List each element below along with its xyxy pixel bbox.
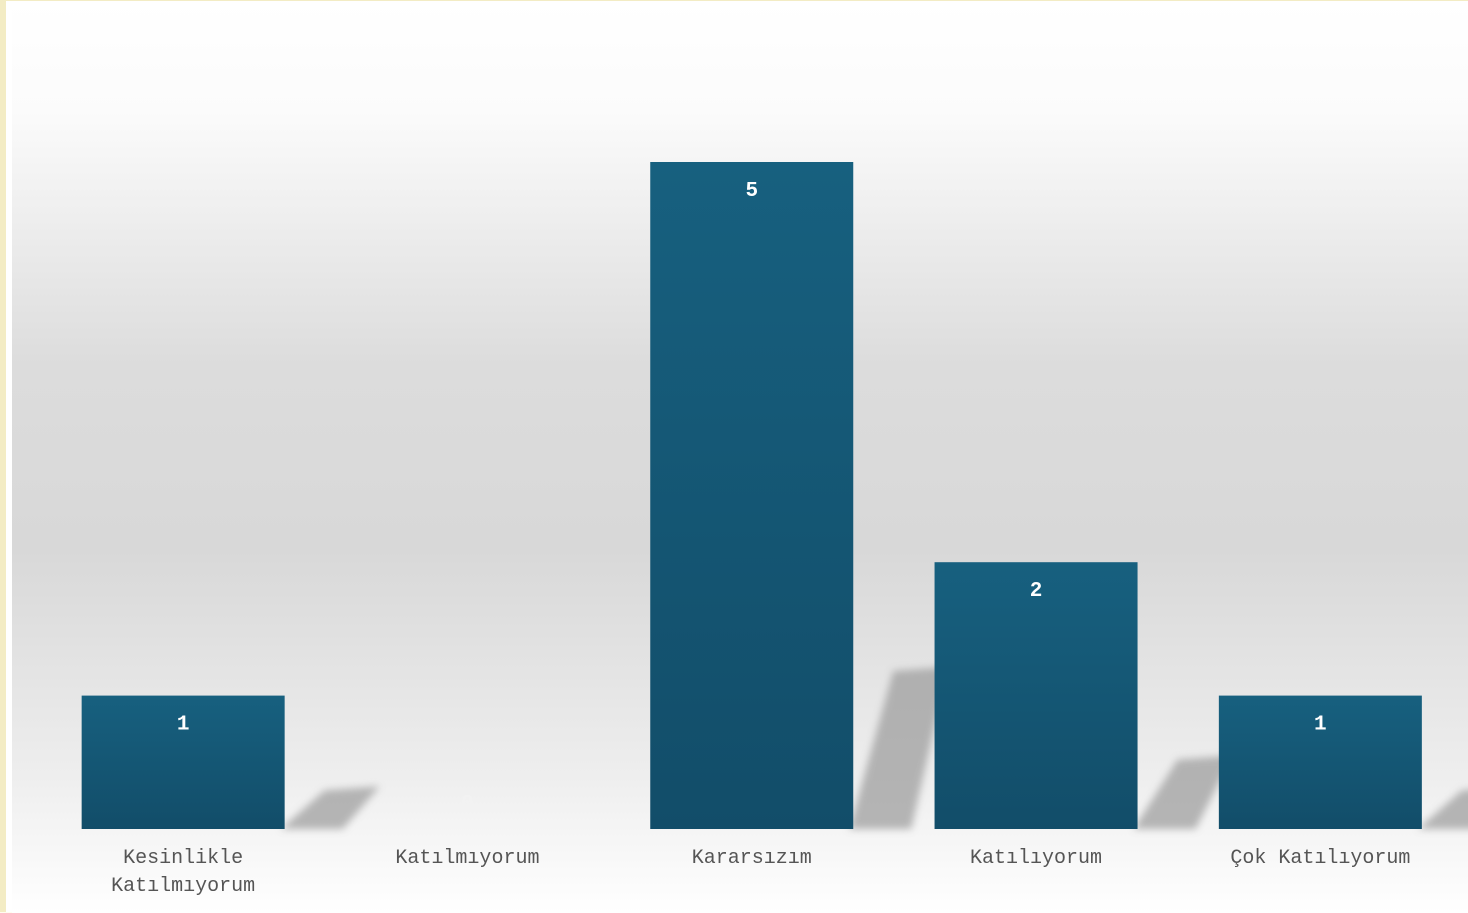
bar-shadow xyxy=(1133,755,1233,829)
category-label: Kesinlikle Katılmıyorum xyxy=(111,847,255,898)
bar-chart: 1 0 5 2 1 Kesinlikle Katılmıyorum Katılmıyorum… xyxy=(12,2,1468,913)
bar[interactable] xyxy=(1218,695,1422,829)
bar-shadow xyxy=(280,786,380,829)
category-label: Kararsızım xyxy=(692,847,812,870)
bar-value-label: 2 xyxy=(1030,580,1043,603)
category-labels: Kesinlikle Katılmıyorum Katılmıyorum Karars… xyxy=(111,847,1410,898)
category-label: Çok Katılıyorum xyxy=(1230,847,1410,870)
bar-value-label: 1 xyxy=(177,714,190,737)
bar-value-label: 0 xyxy=(461,793,474,816)
bar[interactable] xyxy=(81,695,285,829)
value-labels: 1 0 5 2 1 xyxy=(177,180,1327,816)
bar[interactable] xyxy=(650,162,854,829)
bar[interactable] xyxy=(934,562,1138,829)
category-label: Katılıyorum xyxy=(970,847,1102,870)
bar-shadows xyxy=(280,667,1468,829)
bars xyxy=(81,162,1422,829)
bar-value-label: 1 xyxy=(1314,714,1327,737)
bar-value-label: 5 xyxy=(745,180,758,203)
bar-shadow xyxy=(1417,789,1468,829)
bar-shadow xyxy=(849,667,949,829)
category-label: Katılmıyorum xyxy=(395,847,539,870)
